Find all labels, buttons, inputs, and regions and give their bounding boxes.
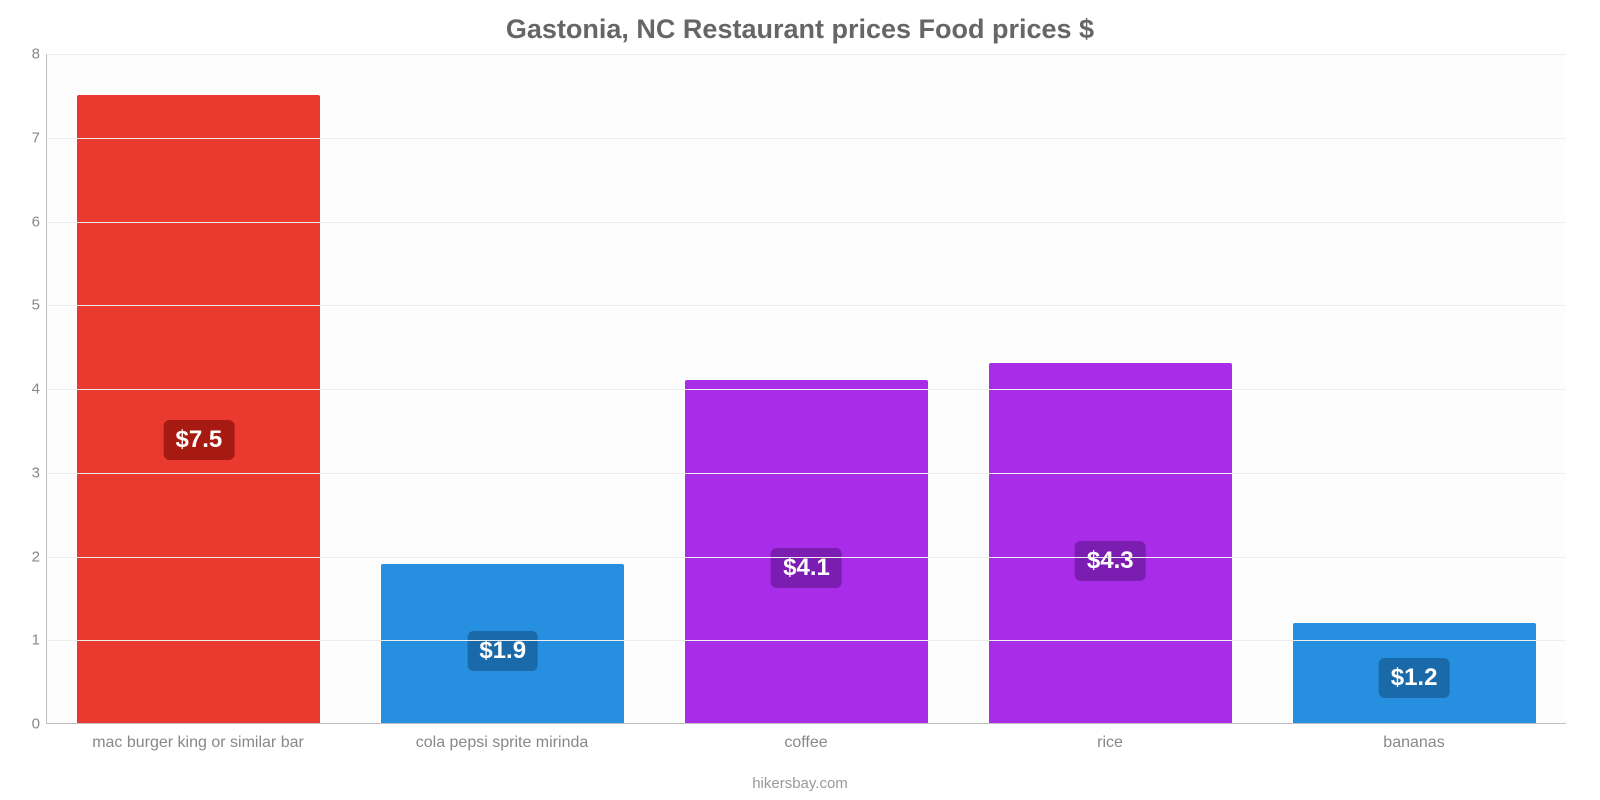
grid-line <box>47 389 1566 390</box>
grid-line <box>47 557 1566 558</box>
x-axis-labels: mac burger king or similar barcola pepsi… <box>46 734 1566 752</box>
y-tick-label: 6 <box>12 213 40 230</box>
x-axis-label: coffee <box>654 734 958 752</box>
bar: $7.5 <box>77 95 320 723</box>
y-tick-label: 8 <box>12 46 40 63</box>
price-bar-chart: Gastonia, NC Restaurant prices Food pric… <box>0 0 1600 800</box>
bar: $4.1 <box>685 380 928 723</box>
value-badge: $4.3 <box>1075 541 1146 581</box>
grid-line <box>47 305 1566 306</box>
value-badge: $4.1 <box>771 548 842 588</box>
y-tick-label: 0 <box>12 716 40 733</box>
grid-line <box>47 222 1566 223</box>
y-tick-label: 7 <box>12 129 40 146</box>
grid-line <box>47 640 1566 641</box>
bar: $1.9 <box>381 564 624 723</box>
grid-line <box>47 138 1566 139</box>
value-badge: $7.5 <box>164 420 235 460</box>
y-tick-label: 5 <box>12 297 40 314</box>
x-axis-label: rice <box>958 734 1262 752</box>
value-badge: $1.2 <box>1379 658 1450 698</box>
value-badge: $1.9 <box>467 631 538 671</box>
x-axis-label: mac burger king or similar bar <box>46 734 350 752</box>
x-axis-label: cola pepsi sprite mirinda <box>350 734 654 752</box>
bar: $1.2 <box>1293 623 1536 724</box>
x-axis-label: bananas <box>1262 734 1566 752</box>
grid-line <box>47 54 1566 55</box>
chart-title: Gastonia, NC Restaurant prices Food pric… <box>0 14 1600 45</box>
grid-line <box>47 473 1566 474</box>
y-tick-label: 4 <box>12 381 40 398</box>
plot-area: $7.5 $1.9 $4.1 $4.3 $1.2 <box>46 54 1566 724</box>
chart-footer: hikersbay.com <box>0 775 1600 792</box>
bar: $4.3 <box>989 363 1232 723</box>
y-tick-label: 3 <box>12 464 40 481</box>
y-tick-label: 2 <box>12 548 40 565</box>
y-tick-label: 1 <box>12 632 40 649</box>
